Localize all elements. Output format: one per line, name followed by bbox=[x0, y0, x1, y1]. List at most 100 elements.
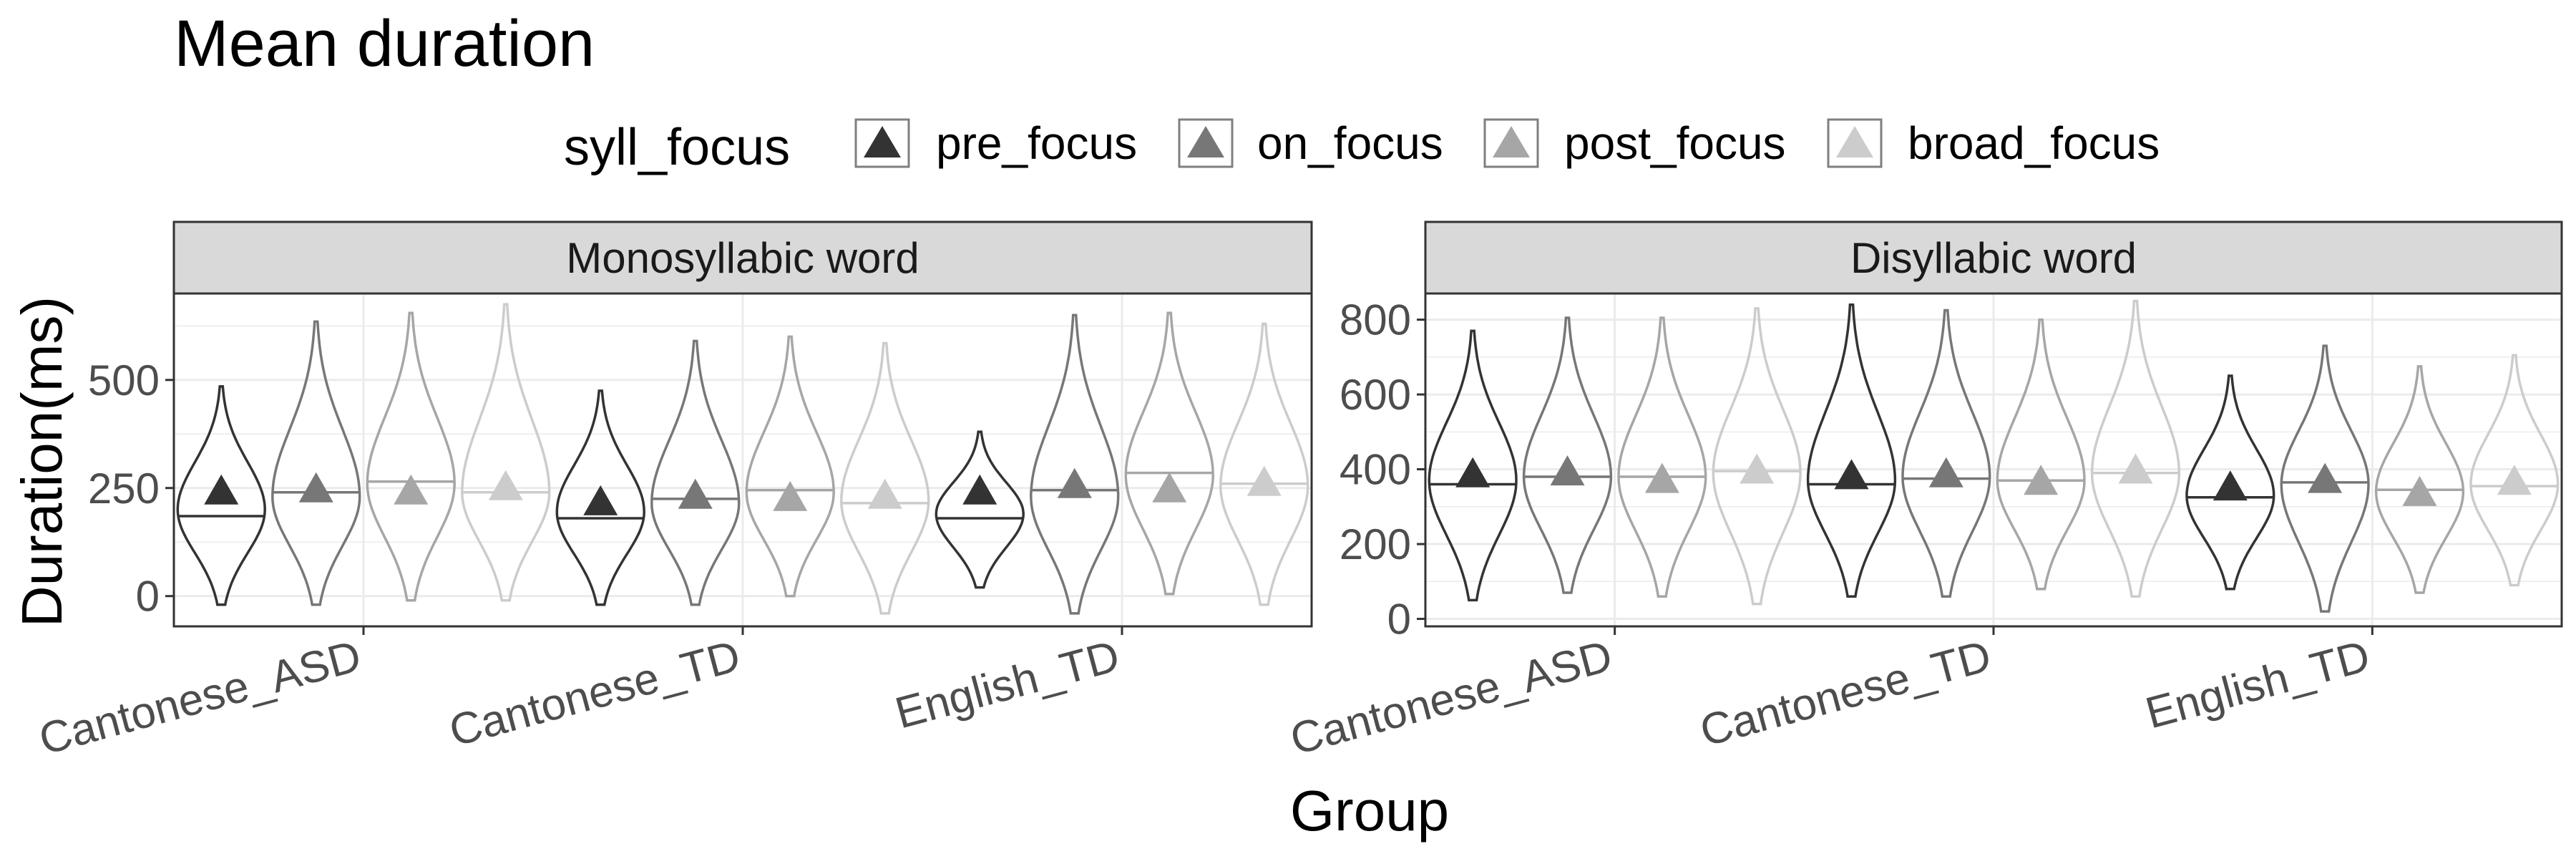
x-tick-label: Cantonese_ASD bbox=[34, 631, 366, 765]
legend-triangle-icon bbox=[1836, 126, 1873, 157]
mean-point bbox=[2118, 453, 2153, 484]
violin-outline bbox=[461, 303, 551, 602]
legend-title: syll_focus bbox=[564, 119, 790, 176]
panel-1: Monosyllabic word 0 250 500 Cantonese_ASD Can… bbox=[34, 220, 1313, 765]
violin-pre-focus bbox=[935, 430, 1025, 589]
violin-broad-focus bbox=[1712, 307, 1802, 606]
violin-broad-focus bbox=[840, 341, 930, 615]
violin-outline bbox=[650, 339, 741, 606]
violin-outline bbox=[2280, 344, 2370, 613]
violin-pre-focus bbox=[176, 385, 266, 606]
mean-point bbox=[298, 472, 333, 503]
mean-point bbox=[583, 485, 618, 515]
mean-point bbox=[394, 474, 429, 505]
violin-broad-focus bbox=[1219, 322, 1309, 606]
facet-strip bbox=[172, 220, 1313, 295]
violin-outline bbox=[1996, 318, 2086, 591]
legend-triangle-icon bbox=[864, 126, 901, 157]
mean-point bbox=[1152, 472, 1187, 503]
violin-pre-focus bbox=[2185, 374, 2275, 591]
violin-outline bbox=[1124, 311, 1214, 596]
mean-point bbox=[1644, 462, 1679, 493]
x-tick-label: English_TD bbox=[2141, 631, 2375, 739]
legend-item-broad-focus: broad_focus bbox=[1827, 117, 2160, 169]
y-tick-label: 250 bbox=[88, 465, 160, 513]
y-tick-label: 600 bbox=[1340, 371, 1411, 419]
violin-pre-focus bbox=[555, 389, 645, 606]
mean-point bbox=[867, 478, 902, 509]
violin-outline bbox=[1617, 316, 1707, 598]
mean-point bbox=[1550, 455, 1585, 486]
violin-on-focus bbox=[650, 339, 741, 606]
legend-label: post_focus bbox=[1564, 117, 1786, 169]
mean-point bbox=[2497, 465, 2532, 495]
violin-outline bbox=[2090, 299, 2181, 598]
violin-outline bbox=[1030, 314, 1120, 615]
x-tick-label: Cantonese_TD bbox=[444, 631, 746, 757]
mean-point bbox=[962, 474, 997, 505]
violin-post-focus bbox=[745, 335, 835, 598]
y-tick-label: 200 bbox=[1340, 520, 1411, 568]
violin-on-focus bbox=[1030, 314, 1120, 615]
violin-outline bbox=[1806, 303, 1897, 598]
legend-item-pre-focus: pre_focus bbox=[854, 117, 1137, 169]
violin-outline bbox=[935, 430, 1025, 589]
violin-outline bbox=[555, 389, 645, 606]
violin-on-focus bbox=[1901, 309, 1991, 598]
violin-broad-focus bbox=[2090, 299, 2181, 598]
violin-post-focus bbox=[1124, 311, 1214, 596]
panel-2: Disyllabic word 0 200 400 600 800 Cantonese_AS… bbox=[1285, 220, 2563, 765]
violin-outline bbox=[176, 385, 266, 606]
violin-outline bbox=[1522, 316, 1613, 594]
violin-post-focus bbox=[2374, 365, 2465, 594]
y-tick-label: 0 bbox=[1387, 596, 1411, 644]
violin-outline bbox=[2185, 374, 2275, 591]
y-tick-label: 400 bbox=[1340, 446, 1411, 494]
mean-point bbox=[773, 480, 808, 511]
mean-point bbox=[1740, 453, 1775, 484]
violin-on-focus bbox=[2280, 344, 2370, 613]
mean-point bbox=[2024, 465, 2059, 495]
legend-item-post-focus: post_focus bbox=[1483, 117, 1786, 169]
violin-outline bbox=[366, 311, 456, 602]
facet-strip-label: Monosyllabic word bbox=[566, 234, 919, 282]
violin-outline bbox=[745, 335, 835, 598]
violin-outline bbox=[271, 320, 361, 606]
violin-outline bbox=[1428, 329, 1518, 602]
y-tick-label: 0 bbox=[136, 573, 160, 621]
mean-point bbox=[1928, 457, 1963, 487]
legend-triangle-icon bbox=[1187, 126, 1224, 157]
y-tick-label: 800 bbox=[1340, 296, 1411, 344]
legend-label: on_focus bbox=[1257, 117, 1443, 169]
gridlines bbox=[174, 293, 1312, 626]
violin-post-focus bbox=[366, 311, 456, 602]
x-tick-label: Cantonese_ASD bbox=[1285, 631, 1617, 765]
mean-point bbox=[1455, 457, 1491, 487]
x-tick-label: Cantonese_TD bbox=[1695, 631, 1996, 757]
violin-outline bbox=[2469, 354, 2560, 587]
legend-label: broad_focus bbox=[1908, 117, 2160, 169]
legend-label: pre_focus bbox=[936, 117, 1137, 169]
mean-point bbox=[1834, 459, 1869, 490]
y-axis-title: Duration(ms) bbox=[10, 296, 74, 627]
violin-outline bbox=[1219, 322, 1309, 606]
violin-on-focus bbox=[1522, 316, 1613, 594]
mean-point bbox=[2212, 470, 2248, 501]
mean-point bbox=[1057, 467, 1092, 498]
violin-broad-focus bbox=[2469, 354, 2560, 587]
violin-pre-focus bbox=[1806, 303, 1897, 598]
violin-outline bbox=[2374, 365, 2465, 594]
violin-broad-focus bbox=[461, 303, 551, 602]
violin-pre-focus bbox=[1428, 329, 1518, 602]
facet-strip-label: Disyllabic word bbox=[1850, 234, 2137, 282]
violin-outline bbox=[840, 341, 930, 615]
violin-outline bbox=[1712, 307, 1802, 606]
mean-point bbox=[2402, 475, 2437, 506]
mean-point bbox=[2308, 462, 2343, 493]
mean-point bbox=[678, 478, 713, 509]
legend: syll_focus pre_focus on_focus post_focus br… bbox=[564, 117, 2160, 176]
x-tick-label: English_TD bbox=[890, 631, 1124, 739]
legend-triangle-icon bbox=[1493, 126, 1530, 157]
violin-post-focus bbox=[1996, 318, 2086, 591]
